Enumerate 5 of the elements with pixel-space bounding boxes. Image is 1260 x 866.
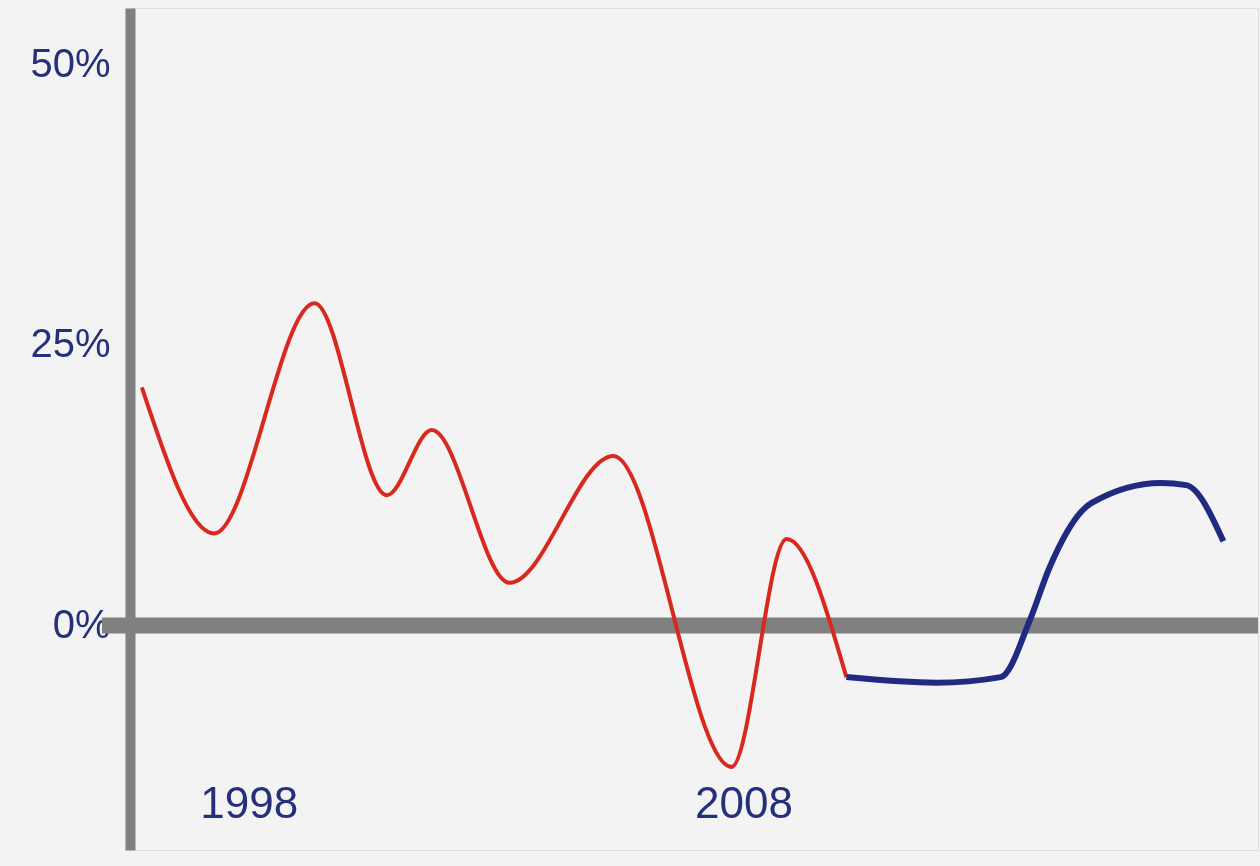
x-tick-label: 2008 [695,777,793,827]
y-tick-label: 50% [30,40,111,85]
x-tick-label: 1998 [200,777,299,827]
line-series [139,301,849,769]
y-tick-label: 25% [30,321,111,366]
